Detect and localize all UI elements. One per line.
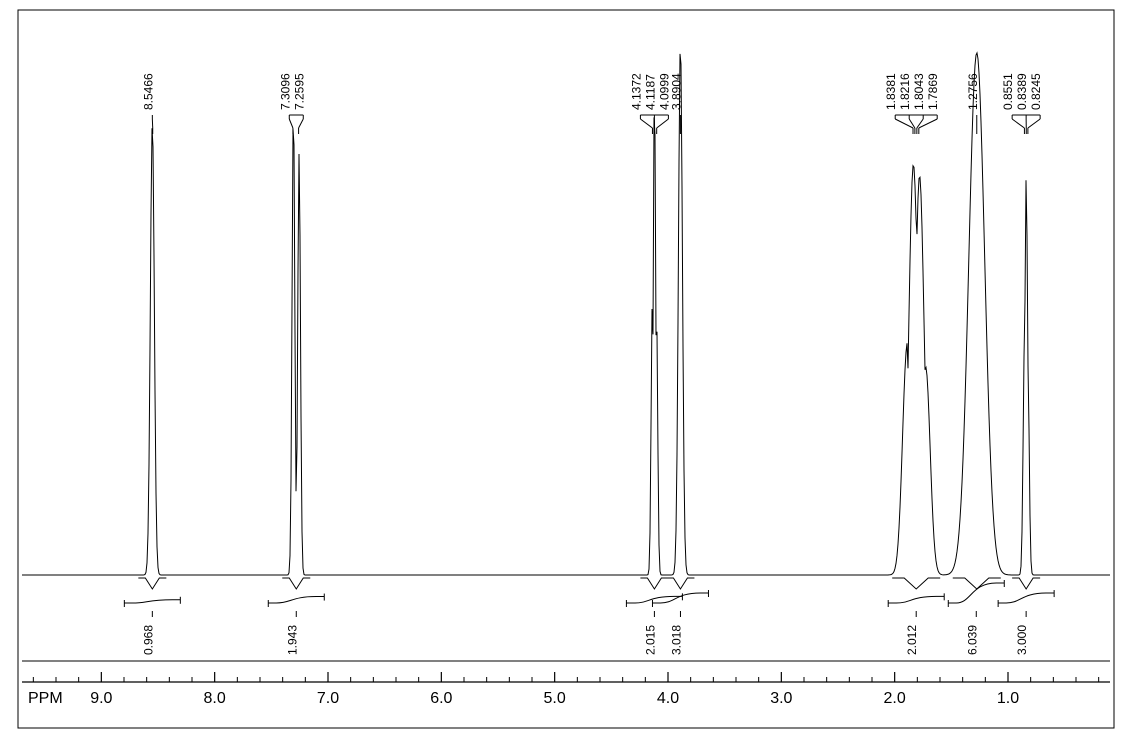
xtick-label-5: 5.0 xyxy=(544,690,566,707)
peak-8.55-label-0: 8.5466 xyxy=(141,73,155,110)
nmr-container: 8.54667.30967.25954.13724.11874.09993.89… xyxy=(0,0,1132,738)
xtick-label-8: 8.0 xyxy=(204,690,226,707)
xtick-label-3: 3.0 xyxy=(770,690,792,707)
peak-1.81-label-1: 1.8216 xyxy=(898,73,912,110)
xtick-label-9: 9.0 xyxy=(90,690,112,707)
peak-7.28-label-1: 7.2595 xyxy=(292,73,306,110)
peak-3.89-integral-label: 3.018 xyxy=(669,625,683,655)
peak-1.81-label-3: 1.7869 xyxy=(926,73,940,110)
peak-0.84-label-1: 0.8389 xyxy=(1015,73,1029,110)
peak-4.12-label-0: 4.1372 xyxy=(629,73,643,110)
peak-1.28-label-0: 1.2756 xyxy=(966,73,980,110)
peak-0.84-label-0: 0.8551 xyxy=(1001,73,1015,110)
xtick-label-2: 2.0 xyxy=(884,690,906,707)
peak-4.12-label-1: 4.1187 xyxy=(643,74,657,110)
peak-1.81-label-0: 1.8381 xyxy=(884,73,898,110)
peak-4.12-integral-label: 2.015 xyxy=(643,625,657,655)
peak-1.81-integral-label: 2.012 xyxy=(905,625,919,655)
peak-7.28-integral-label: 1.943 xyxy=(285,625,299,655)
peak-7.28-label-0: 7.3096 xyxy=(278,73,292,110)
peak-0.84-label-2: 0.8245 xyxy=(1029,73,1043,110)
peak-1.81-label-2: 1.8043 xyxy=(912,73,926,110)
xtick-label-7: 7.0 xyxy=(317,690,339,707)
nmr-svg: 8.54667.30967.25954.13724.11874.09993.89… xyxy=(0,0,1132,738)
xtick-label-6: 6.0 xyxy=(430,690,452,707)
xtick-label-1: 1.0 xyxy=(997,690,1019,707)
peak-3.89-label-0: 3.8904 xyxy=(669,73,683,110)
peak-1.28-integral-label: 6.039 xyxy=(965,625,979,655)
plot-frame xyxy=(18,10,1114,728)
peak-0.84-integral-label: 3.000 xyxy=(1015,625,1029,655)
peak-8.55-integral-label: 0.968 xyxy=(141,625,155,655)
xtick-label-4: 4.0 xyxy=(657,690,679,707)
axis-title: PPM xyxy=(28,690,63,707)
